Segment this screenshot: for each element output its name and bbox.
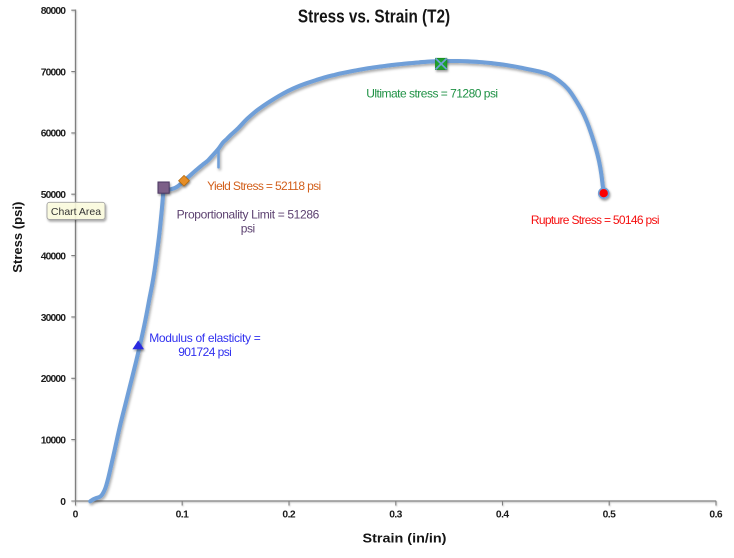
svg-text:40000: 40000 bbox=[41, 251, 66, 262]
svg-text:Stress (psi): Stress (psi) bbox=[10, 202, 25, 273]
svg-text:Yield Stress = 52118 psi: Yield Stress = 52118 psi bbox=[207, 179, 321, 193]
svg-text:0.3: 0.3 bbox=[389, 510, 402, 521]
svg-text:0.4: 0.4 bbox=[496, 510, 509, 521]
svg-text:Modulus of elasticity =: Modulus of elasticity = bbox=[149, 331, 261, 345]
svg-text:Stress vs. Strain (T2): Stress vs. Strain (T2) bbox=[298, 7, 450, 27]
svg-text:Proportionality Limit = 51286: Proportionality Limit = 51286 bbox=[177, 207, 320, 221]
svg-text:10000: 10000 bbox=[41, 435, 66, 446]
svg-text:70000: 70000 bbox=[41, 67, 66, 78]
svg-text:0: 0 bbox=[73, 510, 79, 521]
svg-text:901724 psi: 901724 psi bbox=[178, 345, 232, 359]
svg-text:Ultimate stress = 71280 psi: Ultimate stress = 71280 psi bbox=[366, 86, 498, 100]
svg-text:20000: 20000 bbox=[41, 374, 66, 385]
svg-text:Chart Area: Chart Area bbox=[51, 206, 101, 218]
svg-text:psi: psi bbox=[241, 221, 255, 235]
svg-text:0.2: 0.2 bbox=[282, 510, 295, 521]
svg-text:80000: 80000 bbox=[41, 6, 66, 17]
svg-text:50000: 50000 bbox=[41, 190, 66, 201]
svg-text:Rupture Stress = 50146 psi: Rupture Stress = 50146 psi bbox=[531, 213, 660, 227]
svg-text:0.1: 0.1 bbox=[176, 510, 189, 521]
svg-text:0: 0 bbox=[60, 497, 66, 508]
svg-text:30000: 30000 bbox=[41, 313, 66, 324]
svg-text:0.5: 0.5 bbox=[603, 510, 616, 521]
svg-text:Strain (in/in): Strain (in/in) bbox=[363, 531, 447, 545]
svg-text:60000: 60000 bbox=[41, 129, 66, 140]
svg-text:0.6: 0.6 bbox=[709, 510, 722, 521]
